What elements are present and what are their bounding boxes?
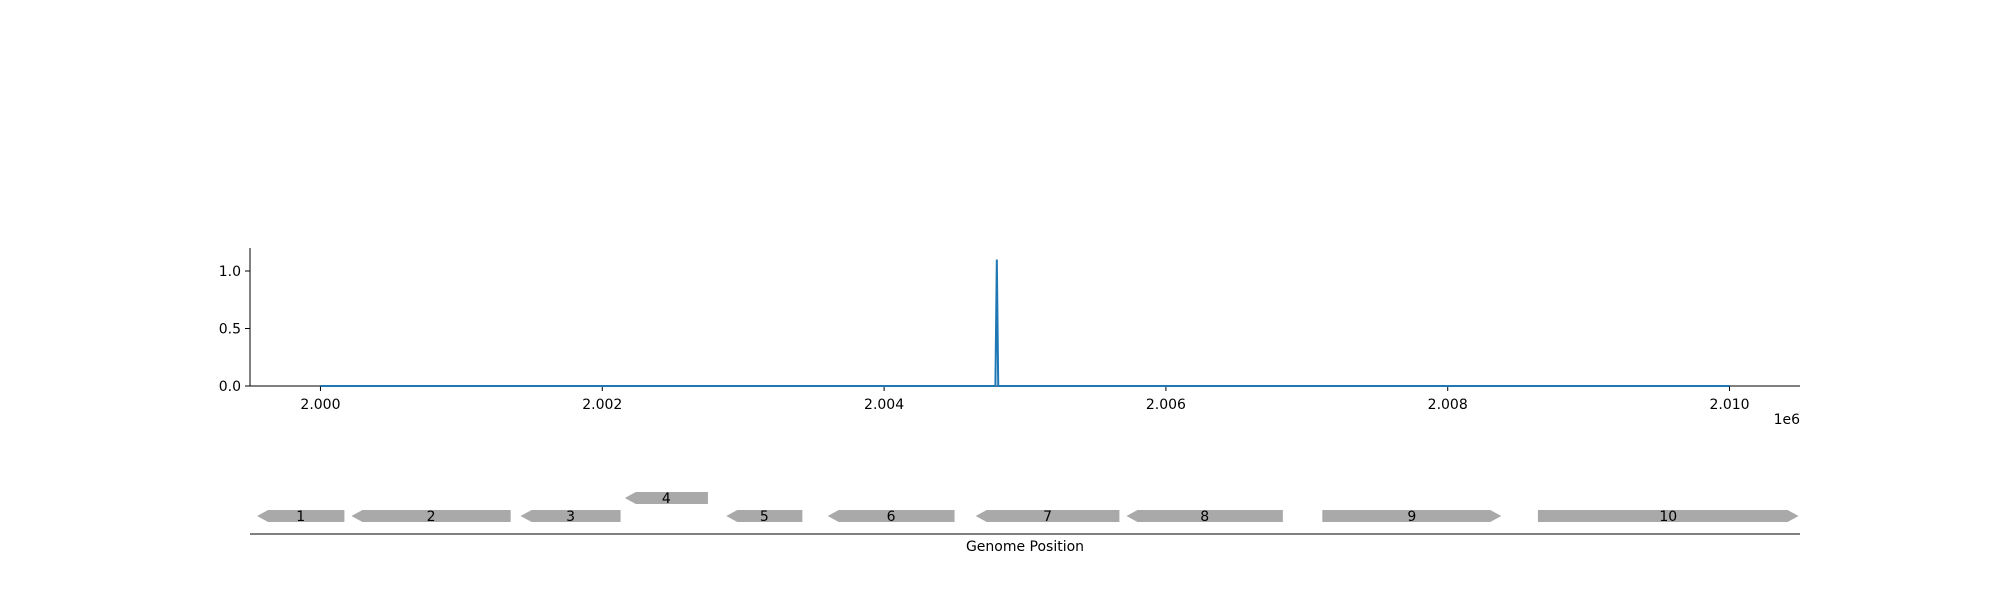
gene-label: 8 xyxy=(1200,509,1209,525)
x-tick-label: 2.010 xyxy=(1709,397,1749,413)
y-tick-label: 0.0 xyxy=(219,379,241,395)
gene-arrow xyxy=(624,492,708,504)
gene-label: 4 xyxy=(662,491,671,507)
gene-label: 5 xyxy=(760,509,769,525)
gene-arrow xyxy=(351,510,511,522)
x-tick-label: 2.002 xyxy=(582,397,622,413)
gene-track: 1 2 3 4 5 6 7 8 9 10 Genome Position xyxy=(250,491,1800,555)
y-tick-label: 1.0 xyxy=(219,264,241,280)
x-axis-title: Genome Position xyxy=(966,539,1084,555)
gene-arrow xyxy=(975,510,1120,522)
gene-label: 9 xyxy=(1407,509,1416,525)
x-tick-label: 2.006 xyxy=(1146,397,1186,413)
gene-label: 3 xyxy=(566,509,575,525)
x-ticks: 2.000 2.002 2.004 2.006 2.008 2.010 xyxy=(300,386,1750,413)
x-offset-label: 1e6 xyxy=(1774,412,1801,428)
gene-label: 6 xyxy=(887,509,896,525)
signal-series-line xyxy=(320,259,1730,387)
gene-label: 10 xyxy=(1659,509,1677,525)
gene-arrow xyxy=(1537,510,1799,522)
x-tick-label: 2.000 xyxy=(300,397,340,413)
signal-plot: 2.000 2.002 2.004 2.006 2.008 2.010 0.0 0.5 1.0… xyxy=(219,248,1800,428)
gene-label: 1 xyxy=(296,509,305,525)
gene-arrow xyxy=(1126,510,1283,522)
gene-arrow xyxy=(726,510,803,522)
gene-arrow xyxy=(827,510,955,522)
gene-arrow xyxy=(257,510,345,522)
x-tick-label: 2.004 xyxy=(864,397,904,413)
gene-label: 2 xyxy=(427,509,436,525)
y-ticks: 0.0 0.5 1.0 xyxy=(219,264,250,395)
gene-arrow xyxy=(520,510,621,522)
genes-layer: 1 2 3 4 5 6 7 8 9 10 xyxy=(257,491,1799,525)
y-tick-label: 0.5 xyxy=(219,322,241,338)
x-tick-label: 2.008 xyxy=(1428,397,1468,413)
series-layer xyxy=(320,259,1730,387)
gene-arrow xyxy=(1322,510,1502,522)
gene-label: 7 xyxy=(1043,509,1052,525)
